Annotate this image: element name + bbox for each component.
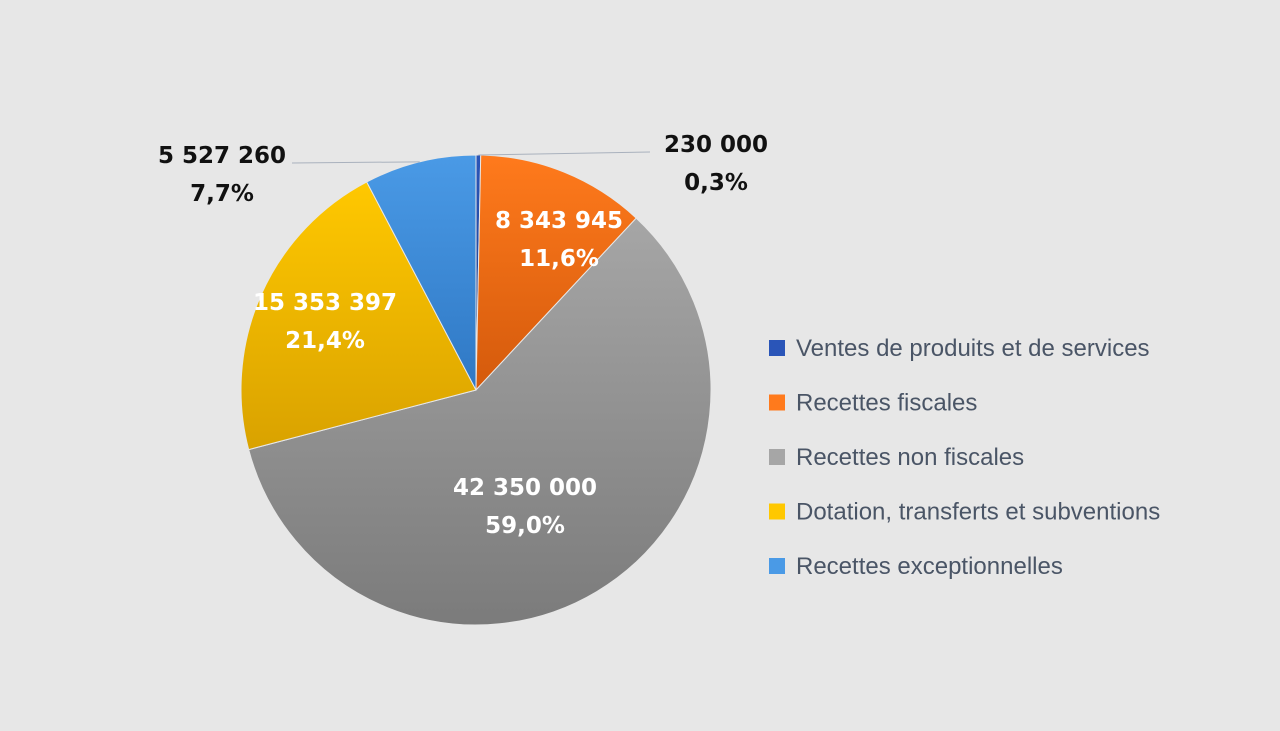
data-label-percent-ventes-de-produits-et-de-services: 0,3% [684, 170, 748, 196]
legend-swatch-recettes-fiscales [769, 394, 785, 411]
legend-label-recettes-non-fiscales: Recettes non fiscales [796, 444, 1024, 471]
legend-swatch-recettes-exceptionnelles [769, 558, 785, 574]
pie-slice-recettes-non-fiscales [248, 217, 712, 626]
legend-label-ventes-de-produits-et-de-services: Ventes de produits et de services [796, 335, 1150, 362]
legend-label-recettes-fiscales: Recettes fiscales [796, 390, 977, 417]
data-label-percent-recettes-non-fiscales: 59,0% [485, 513, 565, 539]
data-label-value-ventes-de-produits-et-de-services: 230 000 [664, 132, 768, 158]
data-label-value-dotation-transferts-et-subventions: 15 353 397 [253, 290, 397, 316]
leader-lines [291, 151, 651, 164]
legend-label-dotation-transferts-et-subventions: Dotation, transferts et subventions [796, 499, 1160, 526]
data-label-value-recettes-non-fiscales: 42 350 000 [453, 475, 597, 501]
data-label-value-recettes-exceptionnelles: 5 527 260 [158, 143, 286, 169]
data-labels: 230 000 0,3% 8 343 945 11,6% 42 350 000 59,0%… [158, 132, 768, 539]
data-label-percent-dotation-transferts-et-subventions: 21,4% [285, 328, 365, 354]
legend: Ventes de produits et de services Recette… [769, 335, 1160, 580]
data-label-percent-recettes-exceptionnelles: 7,7% [190, 181, 254, 207]
pie-slice-dotation-transferts-et-subventions [240, 181, 477, 451]
legend-swatch-dotation-transferts-et-subventions [769, 503, 785, 520]
pie-slice-recettes-exceptionnelles [366, 154, 477, 391]
leader-line-ventes-de-produits-et-de-services [478, 151, 651, 156]
data-label-percent-recettes-fiscales: 11,6% [519, 246, 599, 272]
pie-slices [240, 154, 712, 626]
legend-swatch-ventes-de-produits-et-de-services [769, 340, 785, 356]
leader-line-recettes-exceptionnelles [291, 161, 420, 164]
legend-label-recettes-exceptionnelles: Recettes exceptionnelles [796, 553, 1063, 580]
data-label-value-recettes-fiscales: 8 343 945 [495, 208, 623, 234]
pie-slice-recettes-fiscales [475, 154, 637, 392]
legend-swatch-recettes-non-fiscales [769, 449, 785, 465]
